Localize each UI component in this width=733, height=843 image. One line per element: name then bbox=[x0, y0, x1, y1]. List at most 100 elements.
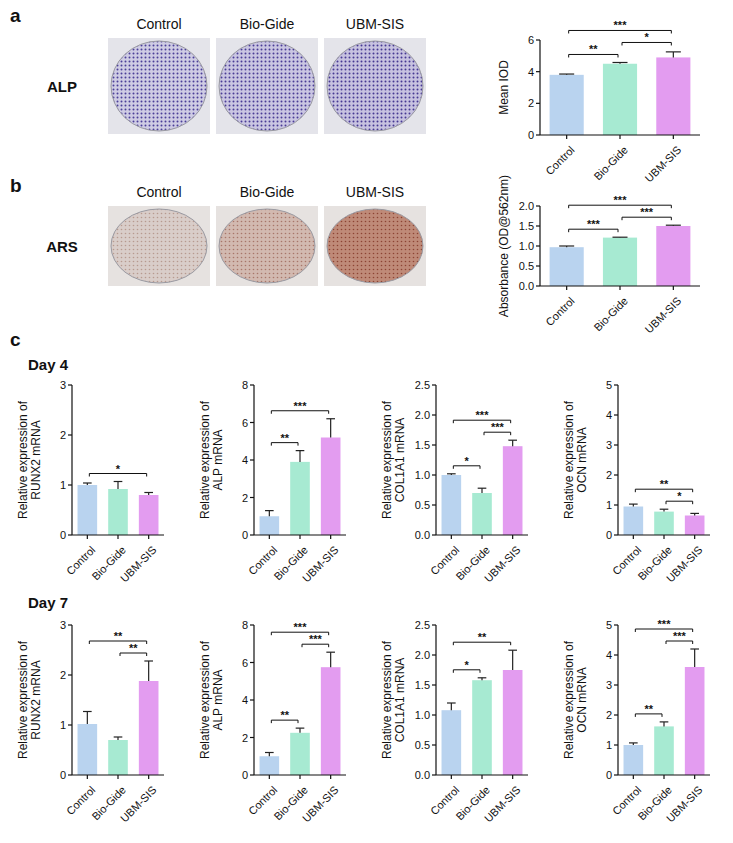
row-label: ARS bbox=[46, 238, 78, 255]
y-tick bbox=[536, 134, 540, 135]
error-cap bbox=[660, 721, 669, 722]
chart: 02468ControlBio-GideUBM-SISRelative expr… bbox=[198, 619, 346, 824]
y-axis-title: Absorbance (OD@562nm) bbox=[497, 175, 511, 317]
y-tick bbox=[614, 654, 618, 655]
error-bar bbox=[114, 482, 123, 490]
bar bbox=[685, 516, 705, 536]
well-frame bbox=[324, 38, 426, 134]
chart: 0246ControlBio-GideUBM-SISMean IOD****** bbox=[497, 19, 700, 184]
significance-label: * bbox=[677, 490, 682, 502]
error-cap bbox=[559, 245, 574, 246]
chart: 012345ControlBio-GideUBM-SISRelative exp… bbox=[562, 618, 710, 824]
y-axis-title-line: RUNX2 mRNA bbox=[29, 420, 43, 499]
y-axis-title-line: Relative expression of bbox=[562, 400, 576, 519]
significance-bracket: *** bbox=[271, 400, 328, 414]
bar bbox=[260, 756, 280, 775]
x-tick bbox=[663, 775, 664, 779]
x-tick bbox=[566, 135, 567, 139]
bar bbox=[78, 485, 98, 535]
y-tick bbox=[536, 103, 540, 104]
bar bbox=[78, 724, 98, 775]
y-axis-title-line: OCN mRNA bbox=[575, 427, 589, 492]
y-tick bbox=[432, 444, 436, 445]
y-axis bbox=[617, 385, 618, 535]
error-cap bbox=[144, 660, 153, 661]
panel-label: c bbox=[10, 329, 21, 350]
y-axis-title: Relative expression ofALP mRNA bbox=[198, 640, 225, 759]
significance-bracket: *** bbox=[453, 409, 510, 423]
y-axis-title-line: OCN mRNA bbox=[575, 667, 589, 732]
x-tick bbox=[673, 135, 674, 139]
y-tick bbox=[432, 714, 436, 715]
significance-label: * bbox=[645, 31, 650, 43]
y-axis-title: Mean IOD bbox=[497, 60, 511, 115]
y-tick bbox=[614, 744, 618, 745]
y-tick-label: 4 bbox=[606, 649, 612, 661]
bar bbox=[624, 507, 644, 536]
significance-label: *** bbox=[614, 194, 628, 206]
bar bbox=[290, 462, 310, 535]
plot-area bbox=[260, 667, 341, 775]
error-cap bbox=[612, 237, 627, 238]
y-axis-title-line: RUNX2 mRNA bbox=[29, 660, 43, 739]
y-tick bbox=[432, 744, 436, 745]
y-tick-label: 1.5 bbox=[519, 220, 534, 232]
y-tick bbox=[536, 245, 540, 246]
well-frame bbox=[108, 206, 210, 286]
significance-bracket: ** bbox=[89, 630, 146, 644]
y-tick-label: 6 bbox=[242, 417, 248, 429]
x-tick-label: UBM-SIS bbox=[118, 544, 159, 585]
error-cap bbox=[666, 225, 681, 226]
y-tick-label: 4 bbox=[242, 454, 248, 466]
error-cap bbox=[114, 481, 123, 482]
x-tick bbox=[512, 535, 513, 539]
error-bar bbox=[612, 62, 627, 63]
y-tick-label: 1.5 bbox=[415, 679, 430, 691]
bar bbox=[472, 493, 492, 535]
significance-label: *** bbox=[587, 218, 601, 230]
significance-bracket: *** bbox=[271, 621, 328, 635]
y-axis-title-line: COL1A1 mRNA bbox=[393, 418, 407, 503]
well-image bbox=[327, 41, 423, 131]
y-tick-label: 2 bbox=[60, 669, 66, 681]
y-tick-label: 1.0 bbox=[519, 240, 534, 252]
well-image bbox=[219, 209, 315, 283]
y-tick bbox=[250, 662, 254, 663]
bar bbox=[603, 238, 637, 286]
bar bbox=[685, 667, 705, 775]
error-line bbox=[451, 703, 452, 710]
x-tick-label: UBM-SIS bbox=[300, 784, 341, 825]
well-image bbox=[327, 209, 423, 283]
y-tick-label: 2 bbox=[242, 732, 248, 744]
error-cap bbox=[114, 736, 123, 737]
x-tick bbox=[633, 775, 634, 779]
y-tick-label: 0.0 bbox=[415, 769, 430, 781]
x-tick bbox=[330, 535, 331, 539]
y-tick-label: 3 bbox=[606, 679, 612, 691]
x-tick bbox=[619, 286, 620, 290]
bar bbox=[654, 726, 674, 775]
y-axis-title-line: COL1A1 mRNA bbox=[393, 658, 407, 743]
row-label: ALP bbox=[47, 78, 77, 95]
significance-bracket: * bbox=[666, 490, 693, 504]
error-line bbox=[673, 52, 674, 58]
y-tick-label: 0 bbox=[60, 529, 66, 541]
significance-bracket: *** bbox=[569, 19, 672, 33]
bar bbox=[139, 681, 159, 775]
error-line bbox=[299, 451, 300, 462]
x-tick bbox=[87, 535, 88, 539]
y-axis-title-line: ALP mRNA bbox=[211, 669, 225, 730]
bar bbox=[603, 64, 637, 135]
y-tick bbox=[250, 459, 254, 460]
y-tick-label: 2.0 bbox=[519, 200, 534, 212]
error-cap bbox=[326, 418, 335, 419]
y-tick-label: 0 bbox=[606, 529, 612, 541]
image-title: Control bbox=[136, 184, 181, 200]
x-tick bbox=[148, 535, 149, 539]
y-tick bbox=[536, 71, 540, 72]
bar bbox=[108, 489, 128, 535]
x-tick bbox=[299, 775, 300, 779]
x-tick bbox=[619, 135, 620, 139]
error-bar bbox=[296, 728, 305, 733]
significance-bracket: * bbox=[453, 659, 480, 673]
